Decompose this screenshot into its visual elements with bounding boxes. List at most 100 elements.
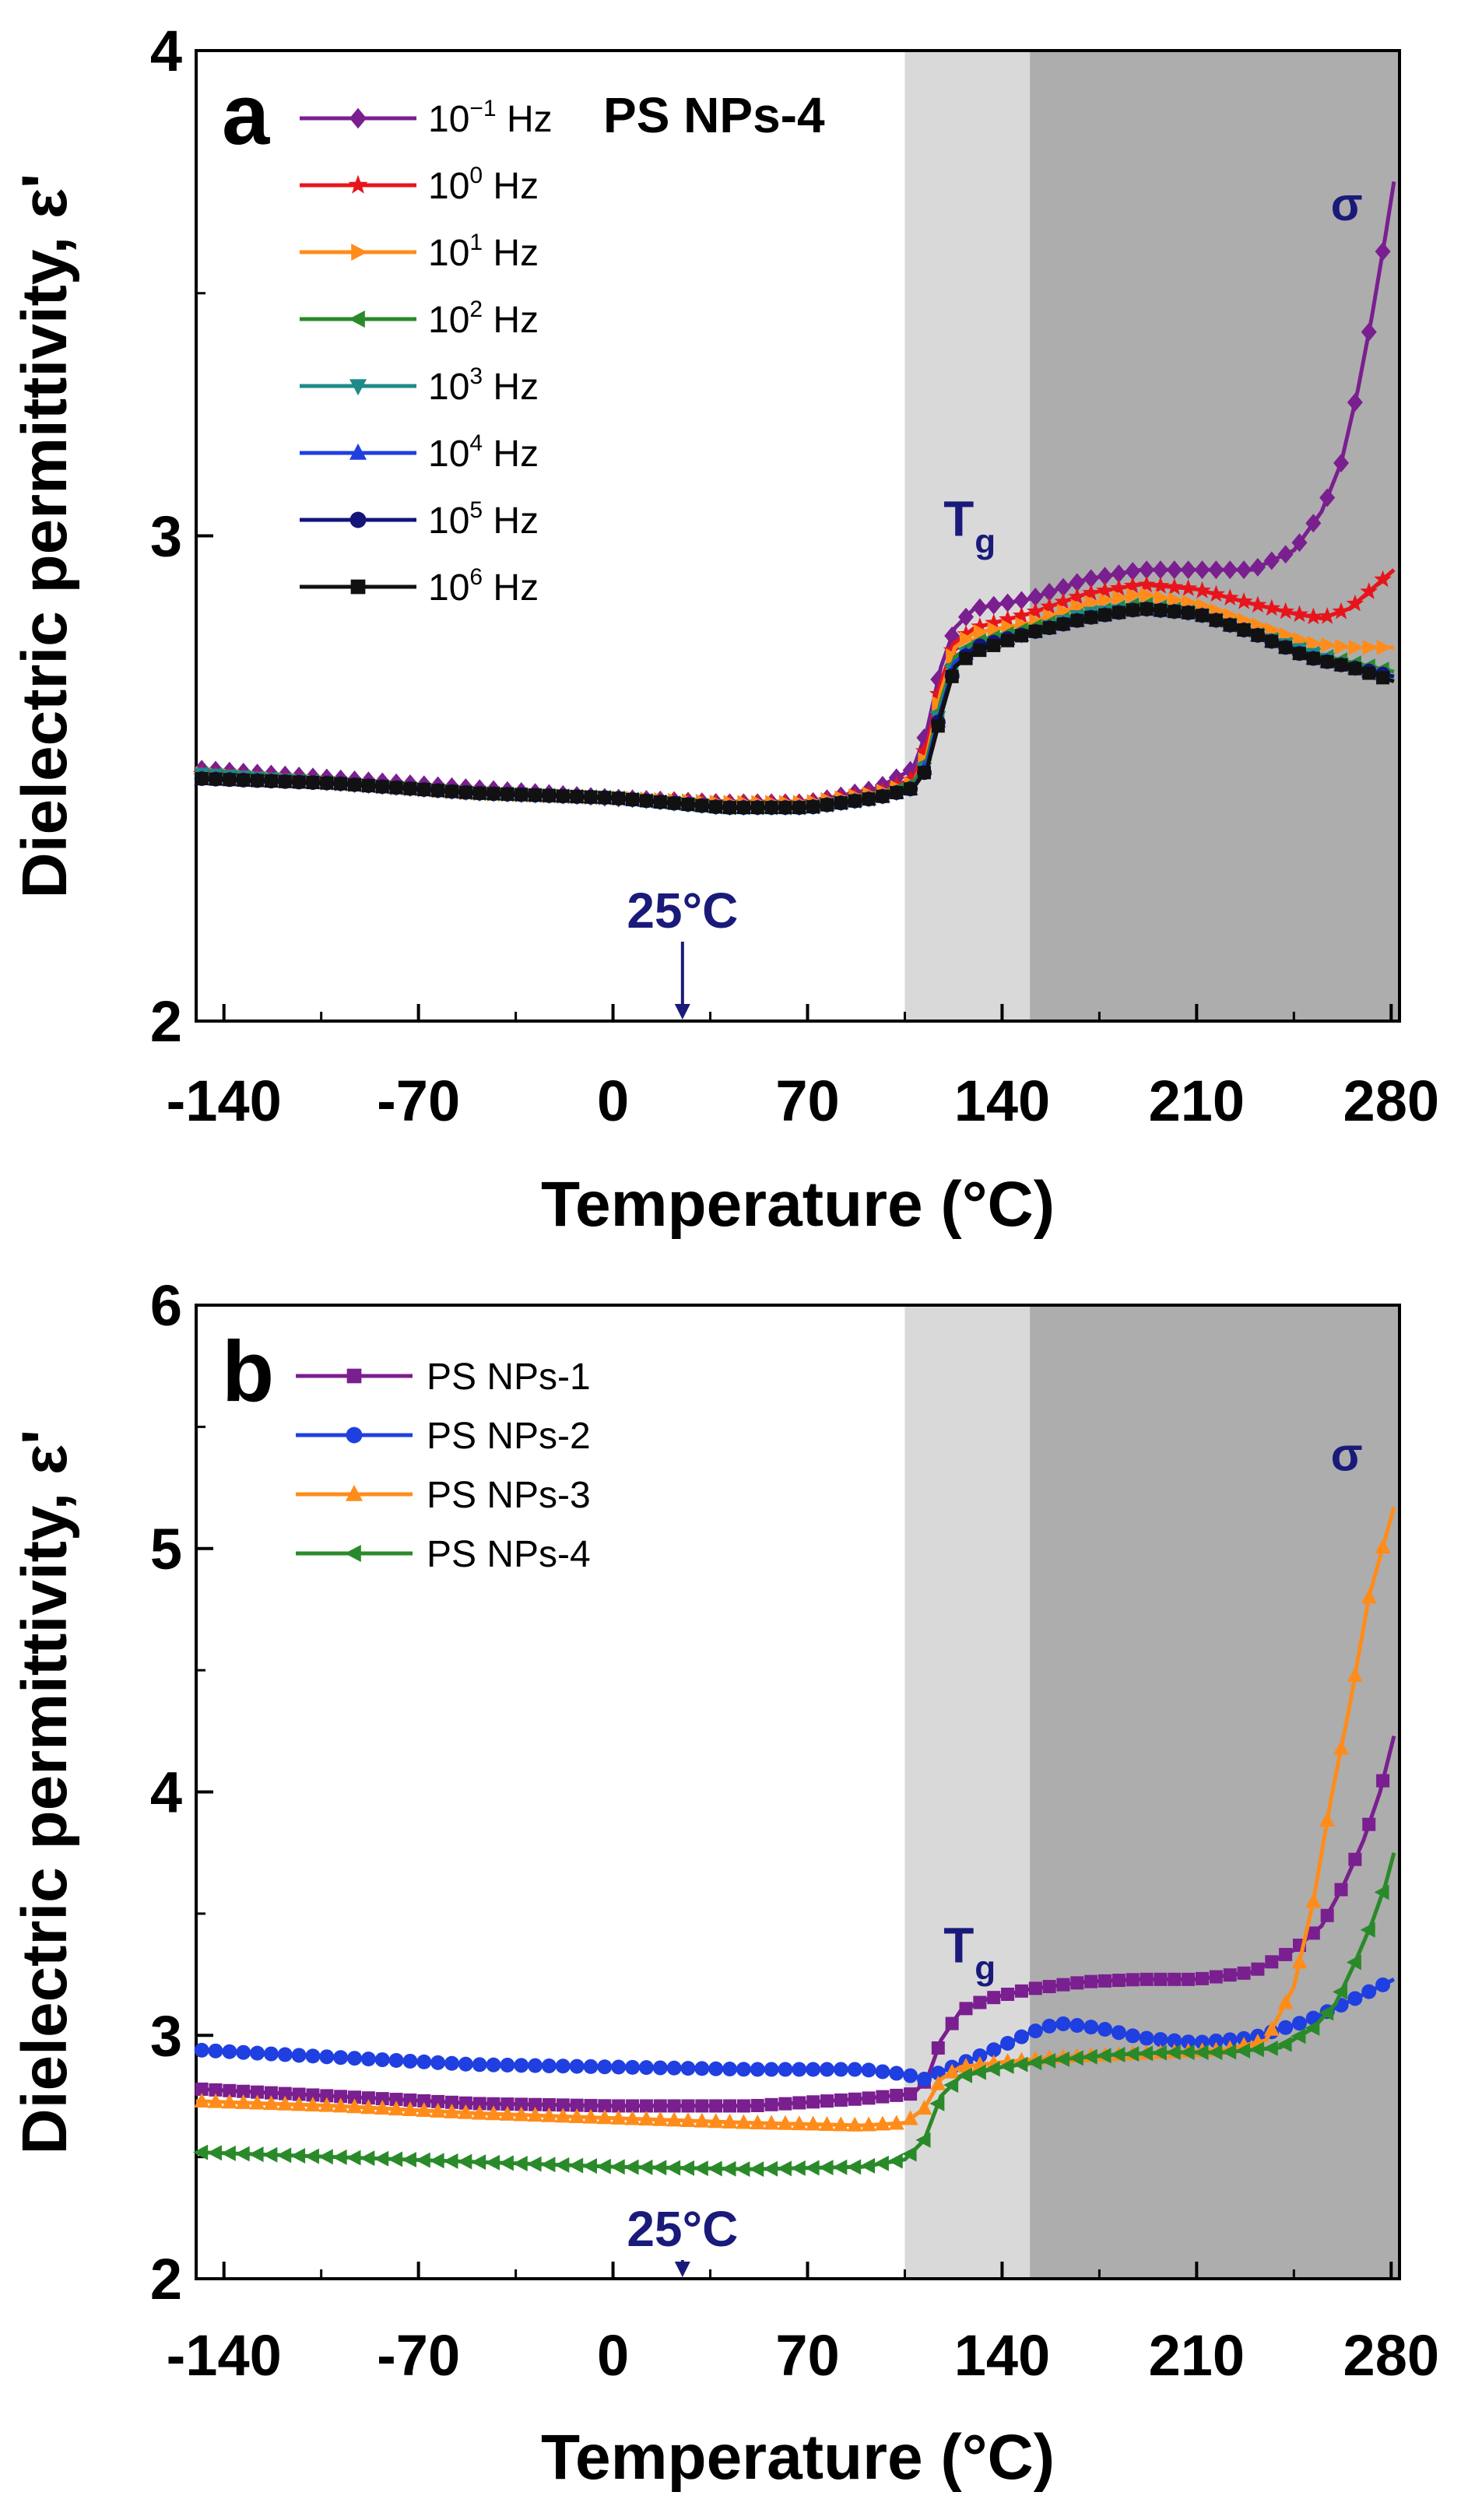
data-point — [1307, 635, 1322, 651]
data-point — [778, 2062, 793, 2077]
data-point — [542, 788, 556, 802]
x-tick-label: 140 — [954, 2323, 1050, 2388]
data-point — [1347, 1991, 1363, 2006]
data-point — [750, 2098, 764, 2112]
x-tick-label: 280 — [1343, 1069, 1439, 1133]
y-axis-label: Dielectric permittivity, ε' — [9, 174, 80, 899]
data-point — [206, 2145, 222, 2161]
data-point — [348, 2090, 362, 2104]
data-point — [971, 598, 988, 617]
data-point — [1014, 1984, 1028, 1998]
data-point — [1056, 1978, 1070, 1992]
data-point — [1320, 1908, 1334, 1922]
data-point — [1126, 1973, 1140, 1987]
data-point — [1209, 613, 1223, 627]
legend-item: PS NPs-4 — [296, 1534, 591, 1575]
data-point — [1237, 623, 1251, 637]
room-temp-arrow-head — [674, 1004, 690, 1020]
x-tick-label: -70 — [377, 2323, 460, 2388]
data-point — [721, 2160, 736, 2177]
data-point — [1222, 560, 1238, 580]
legend-marker — [349, 511, 367, 528]
data-point — [1348, 662, 1362, 676]
data-point — [750, 801, 764, 815]
data-point — [723, 801, 737, 815]
data-point — [1291, 533, 1308, 553]
data-point — [707, 2160, 722, 2177]
data-point — [1234, 592, 1253, 609]
legend-marker — [346, 1427, 363, 1444]
data-point — [1112, 590, 1128, 606]
data-point — [277, 2047, 293, 2062]
data-point — [1361, 1588, 1377, 1604]
data-point — [792, 2096, 806, 2110]
data-point — [1291, 605, 1308, 623]
data-point — [1376, 639, 1392, 655]
data-point — [512, 2156, 528, 2172]
legend-marker — [351, 244, 368, 261]
data-point — [653, 795, 667, 809]
data-point — [1208, 2033, 1224, 2048]
data-point — [1137, 575, 1156, 593]
data-point — [1278, 2020, 1294, 2035]
data-point — [361, 778, 375, 792]
room-temp-annotation: 25°C — [627, 883, 738, 939]
data-point — [612, 2099, 626, 2113]
data-point — [667, 796, 681, 810]
data-point — [832, 2159, 848, 2175]
data-point — [514, 2058, 529, 2073]
data-point — [972, 2048, 988, 2064]
data-point — [264, 774, 278, 788]
data-point — [957, 2067, 973, 2083]
data-point — [820, 798, 834, 812]
data-point — [971, 2064, 986, 2080]
data-point — [846, 2159, 862, 2175]
legend-item: 10−1 Hz — [300, 96, 553, 140]
room-temp-arrow-head — [674, 2262, 690, 2277]
data-point — [1168, 1972, 1182, 1986]
data-point — [1054, 2051, 1069, 2067]
series-PS-NPs-2 — [194, 1977, 1396, 2087]
data-point — [929, 684, 947, 702]
data-point — [1375, 242, 1391, 261]
data-point — [681, 2099, 695, 2113]
data-point — [916, 2100, 932, 2115]
legend-label: PS NPs-3 — [427, 1475, 591, 1516]
data-point — [457, 2153, 472, 2170]
data-point — [486, 2105, 502, 2121]
data-point — [582, 2158, 598, 2174]
data-point — [486, 2097, 500, 2111]
data-point — [1042, 621, 1056, 635]
data-point — [708, 2061, 724, 2076]
data-point — [805, 2115, 821, 2131]
data-point — [1098, 592, 1114, 609]
data-point — [1292, 647, 1306, 661]
data-point — [1319, 2005, 1334, 2021]
data-point — [264, 2086, 278, 2100]
data-point — [1014, 629, 1028, 643]
data-point — [624, 2110, 641, 2125]
data-point — [374, 2100, 391, 2115]
data-point — [1082, 2048, 1097, 2065]
data-point — [736, 2099, 750, 2113]
legend-marker — [348, 174, 368, 194]
data-point — [735, 2161, 750, 2178]
data-point — [1222, 2032, 1238, 2048]
data-point — [1223, 618, 1237, 632]
data-point — [1165, 2044, 1181, 2061]
data-point — [556, 2098, 570, 2112]
data-point — [1249, 557, 1266, 577]
data-point — [694, 2061, 710, 2076]
data-point — [1221, 2044, 1237, 2060]
data-point — [1179, 579, 1198, 596]
data-point — [1347, 393, 1363, 412]
data-point — [1361, 1984, 1377, 1999]
data-point — [1055, 577, 1071, 597]
data-point — [1251, 628, 1265, 642]
data-point — [1249, 2041, 1264, 2058]
data-point — [554, 2157, 570, 2173]
data-point — [666, 2160, 681, 2176]
data-point — [1362, 666, 1376, 680]
data-point — [194, 2042, 209, 2058]
data-point — [403, 2094, 417, 2108]
